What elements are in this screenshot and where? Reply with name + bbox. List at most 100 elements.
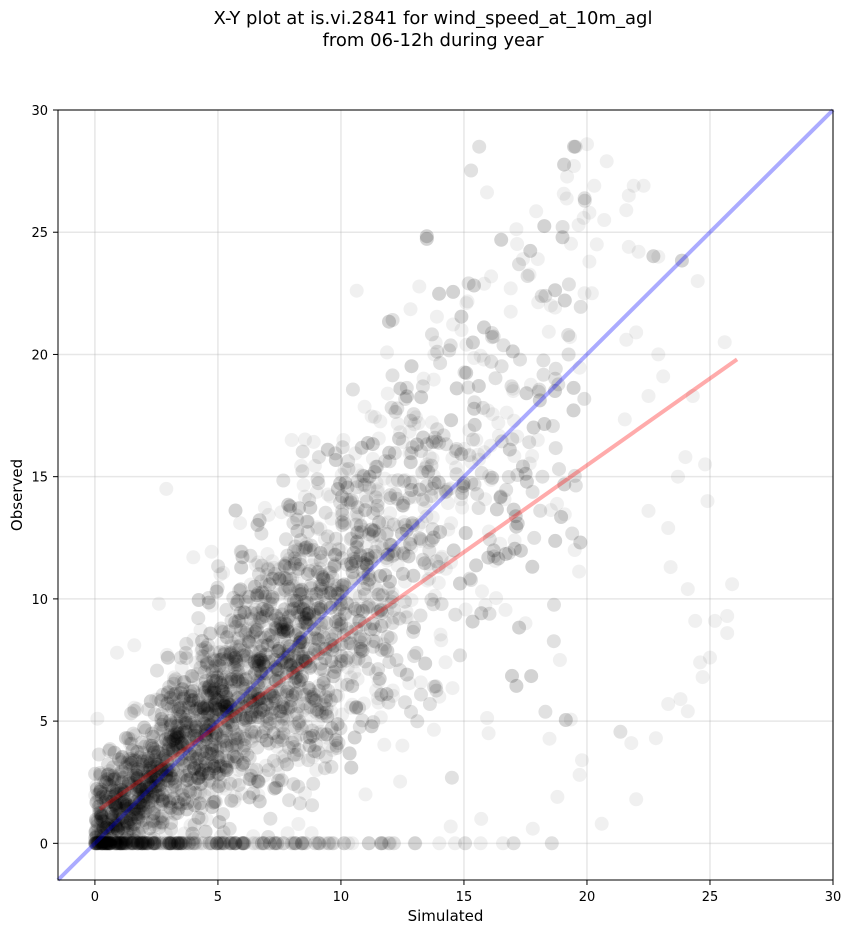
- data-point: [303, 500, 318, 515]
- data-point: [390, 558, 405, 573]
- data-point: [227, 677, 242, 692]
- data-point: [372, 671, 387, 686]
- data-point: [373, 603, 388, 618]
- data-point: [259, 697, 274, 712]
- data-point: [203, 626, 218, 641]
- data-point: [182, 747, 197, 762]
- data-point: [121, 816, 136, 831]
- data-point: [130, 779, 145, 794]
- data-point: [544, 836, 559, 851]
- data-point: [554, 510, 569, 524]
- data-point: [234, 730, 249, 744]
- data-point: [527, 530, 542, 545]
- data-point: [165, 802, 180, 817]
- data-point: [348, 446, 363, 461]
- data-point: [216, 682, 230, 697]
- data-point: [191, 771, 205, 786]
- data-point: [353, 641, 368, 656]
- data-point: [282, 793, 297, 808]
- data-point: [223, 836, 238, 851]
- data-point: [234, 618, 249, 633]
- data-point: [118, 762, 133, 777]
- data-point: [310, 520, 325, 535]
- data-point: [118, 836, 133, 851]
- data-point: [292, 607, 307, 622]
- data-point: [330, 660, 344, 675]
- data-point: [307, 458, 322, 473]
- data-point: [170, 731, 185, 745]
- data-point: [292, 633, 307, 648]
- data-point: [313, 724, 328, 739]
- data-point: [472, 139, 487, 154]
- data-point: [130, 783, 145, 798]
- data-point: [92, 769, 107, 784]
- data-point: [271, 716, 285, 730]
- data-point: [195, 677, 210, 691]
- data-point: [92, 836, 107, 851]
- data-point: [272, 582, 287, 597]
- data-point: [398, 695, 412, 710]
- data-point: [196, 836, 211, 851]
- data-point: [268, 701, 283, 716]
- data-point: [443, 819, 458, 834]
- data-point: [103, 836, 117, 851]
- data-point: [336, 513, 351, 528]
- data-point: [311, 605, 326, 620]
- data-point: [232, 668, 247, 683]
- data-point: [217, 710, 232, 724]
- data-point: [294, 458, 309, 473]
- data-point: [377, 637, 391, 652]
- data-point: [236, 653, 251, 668]
- data-point: [446, 317, 461, 332]
- data-point: [507, 533, 522, 548]
- data-point: [364, 719, 379, 734]
- scatter-points: [88, 137, 740, 851]
- data-point: [345, 599, 360, 613]
- data-point: [121, 774, 136, 789]
- data-point: [119, 808, 134, 823]
- data-point: [342, 746, 357, 761]
- data-point: [335, 707, 350, 722]
- data-point: [273, 704, 287, 719]
- data-point: [124, 807, 139, 822]
- data-point: [334, 619, 349, 634]
- data-point: [320, 836, 335, 851]
- data-point: [250, 714, 265, 729]
- data-point: [172, 694, 187, 709]
- data-point: [179, 716, 194, 730]
- data-point: [573, 299, 588, 314]
- data-point: [460, 294, 475, 309]
- data-point: [184, 669, 198, 683]
- data-point: [144, 778, 159, 793]
- data-point: [107, 772, 122, 787]
- data-point: [100, 820, 114, 834]
- data-point: [344, 760, 359, 775]
- data-point: [321, 642, 336, 656]
- data-point: [188, 714, 203, 728]
- data-point: [122, 736, 137, 751]
- data-point: [206, 729, 221, 744]
- data-point: [192, 688, 207, 703]
- data-point: [272, 587, 287, 602]
- data-point: [238, 676, 253, 691]
- data-point: [535, 469, 550, 484]
- data-point: [330, 621, 345, 636]
- data-point: [296, 646, 311, 661]
- data-point: [477, 276, 492, 291]
- data-point: [271, 766, 286, 781]
- data-point: [216, 768, 231, 783]
- data-point: [259, 733, 274, 748]
- data-point: [304, 691, 319, 706]
- data-point: [402, 676, 417, 691]
- data-point: [218, 781, 233, 796]
- data-point: [533, 503, 548, 518]
- data-point: [249, 702, 263, 717]
- data-point: [244, 725, 259, 740]
- data-point: [229, 836, 244, 851]
- data-point: [494, 232, 509, 247]
- data-point: [496, 836, 510, 851]
- data-point: [382, 597, 397, 612]
- data-point: [267, 705, 282, 720]
- data-point: [272, 572, 287, 587]
- data-point: [223, 836, 238, 851]
